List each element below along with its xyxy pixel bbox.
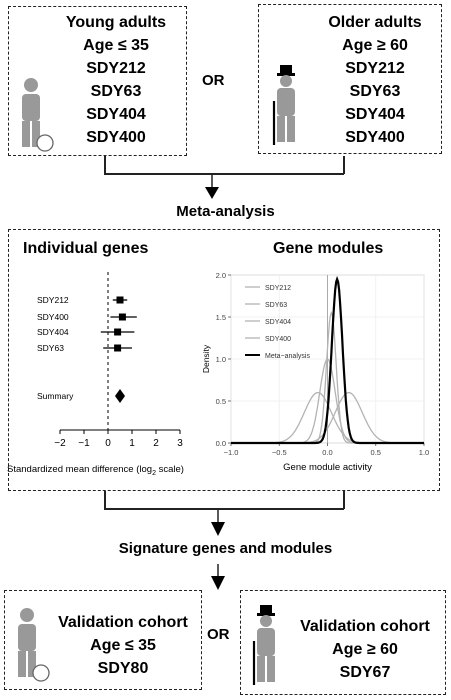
connector-horizontal-mid <box>104 508 344 510</box>
validation-young-study: SDY80 <box>97 660 149 677</box>
young-adults-box: Young adults Age ≤ 35 SDY212 SDY63 SDY40… <box>8 6 187 156</box>
young-person-icon <box>22 78 54 152</box>
young-study-1: SDY212 <box>86 60 146 77</box>
density-x-tick-label: 0.5 <box>371 448 381 457</box>
density-legend-label: SDY63 <box>265 302 287 309</box>
forest-xlabel: Standardized mean difference (log2 scale… <box>7 464 184 477</box>
signature-label: Signature genes and modules <box>118 540 333 557</box>
validation-older-study: SDY67 <box>339 664 391 681</box>
density-legend-label: SDY404 <box>265 319 291 326</box>
arrow-down-icon-3 <box>211 564 225 590</box>
forest-tick-label: 1 <box>129 438 135 449</box>
older-study-1: SDY212 <box>345 60 405 77</box>
density-y-tick-label: 0.5 <box>216 397 226 406</box>
density-y-tick-label: 0.0 <box>216 439 226 448</box>
individual-genes-title: Individual genes <box>23 240 149 257</box>
gene-modules-title: Gene modules <box>273 240 384 257</box>
forest-row-label: SDY404 <box>37 327 69 337</box>
forest-tick-label: 0 <box>105 438 111 449</box>
connector-right-top <box>343 156 345 174</box>
density-x-tick-label: −0.5 <box>272 448 287 457</box>
or-label-bottom: OR <box>207 626 230 643</box>
young-study-3: SDY404 <box>86 106 146 123</box>
older-person-icon-2 <box>252 605 275 685</box>
density-y-tick-label: 1.5 <box>216 313 226 322</box>
forest-row-label: SDY400 <box>37 312 69 322</box>
density-y-tick-label: 2.0 <box>216 271 226 280</box>
forest-tick-label: −1 <box>78 438 90 449</box>
density-x-tick-label: 1.0 <box>419 448 429 457</box>
forest-estimate-marker <box>116 296 124 304</box>
meta-analysis-label: Meta-analysis <box>176 203 275 220</box>
density-curve-meta <box>231 275 424 445</box>
connector-left-top <box>104 156 106 174</box>
density-legend-label: SDY400 <box>265 336 291 343</box>
young-title: Young adults <box>65 14 167 31</box>
validation-older-box: Validation cohort Age ≥ 60 SDY67 <box>240 590 446 695</box>
older-age: Age ≥ 60 <box>342 37 408 54</box>
validation-young-age: Age ≤ 35 <box>90 637 156 654</box>
forest-plot: −2 −1 0 1 2 3 SDY212 SDY400 SDY404 SDY63 Summary <box>37 272 183 449</box>
older-title: Older adults <box>328 14 422 31</box>
density-y-axis-label: Density <box>201 344 211 373</box>
validation-older-title: Validation cohort <box>300 618 430 635</box>
older-adults-box: Older adults Age ≥ 60 SDY212 SDY63 SDY40… <box>258 4 442 154</box>
forest-tick-label: 3 <box>177 438 183 449</box>
forest-summary-label: Summary <box>37 391 74 401</box>
or-label-top: OR <box>202 72 225 89</box>
young-study-2: SDY63 <box>90 83 142 100</box>
young-study-4: SDY400 <box>86 129 146 146</box>
meta-analysis-box: Individual genes Gene modules −2 −1 0 1 2 3 SD… <box>7 229 440 491</box>
forest-estimate-marker <box>114 328 122 336</box>
validation-older-age: Age ≥ 60 <box>332 641 398 658</box>
young-age: Age ≤ 35 <box>83 37 149 54</box>
density-legend-label: SDY212 <box>265 285 291 292</box>
forest-row-label: SDY63 <box>37 343 64 353</box>
density-legend-label: Meta−analysis <box>265 353 310 360</box>
connector-horizontal-top <box>104 173 344 175</box>
density-x-tick-label: −1.0 <box>224 448 239 457</box>
validation-young-title: Validation cohort <box>58 614 188 631</box>
older-person-icon <box>272 65 295 145</box>
older-study-4: SDY400 <box>345 129 405 146</box>
connector-left-mid <box>104 491 106 509</box>
density-x-axis-label: Gene module activity <box>283 462 372 473</box>
density-y-tick-label: 1.0 <box>216 355 226 364</box>
connector-right-mid <box>343 491 345 509</box>
forest-row-label: SDY212 <box>37 295 69 305</box>
forest-tick-label: 2 <box>153 438 159 449</box>
forest-tick-label: −2 <box>54 438 66 449</box>
density-x-tick-label: 0.0 <box>322 448 332 457</box>
young-person-icon-2 <box>18 608 50 682</box>
older-study-2: SDY63 <box>349 83 401 100</box>
density-plot: −1.0 −0.5 0.0 0.5 1.0 0.0 0.5 1.0 1.5 2.0 Gene mod… <box>201 271 429 473</box>
forest-estimate-marker <box>118 313 126 321</box>
arrow-down-icon-2 <box>211 508 225 536</box>
arrow-down-icon <box>205 173 219 199</box>
older-study-3: SDY404 <box>345 106 405 123</box>
forest-summary-diamond <box>115 389 125 403</box>
validation-young-box: Validation cohort Age ≤ 35 SDY80 <box>4 590 202 690</box>
forest-estimate-marker <box>114 344 122 352</box>
